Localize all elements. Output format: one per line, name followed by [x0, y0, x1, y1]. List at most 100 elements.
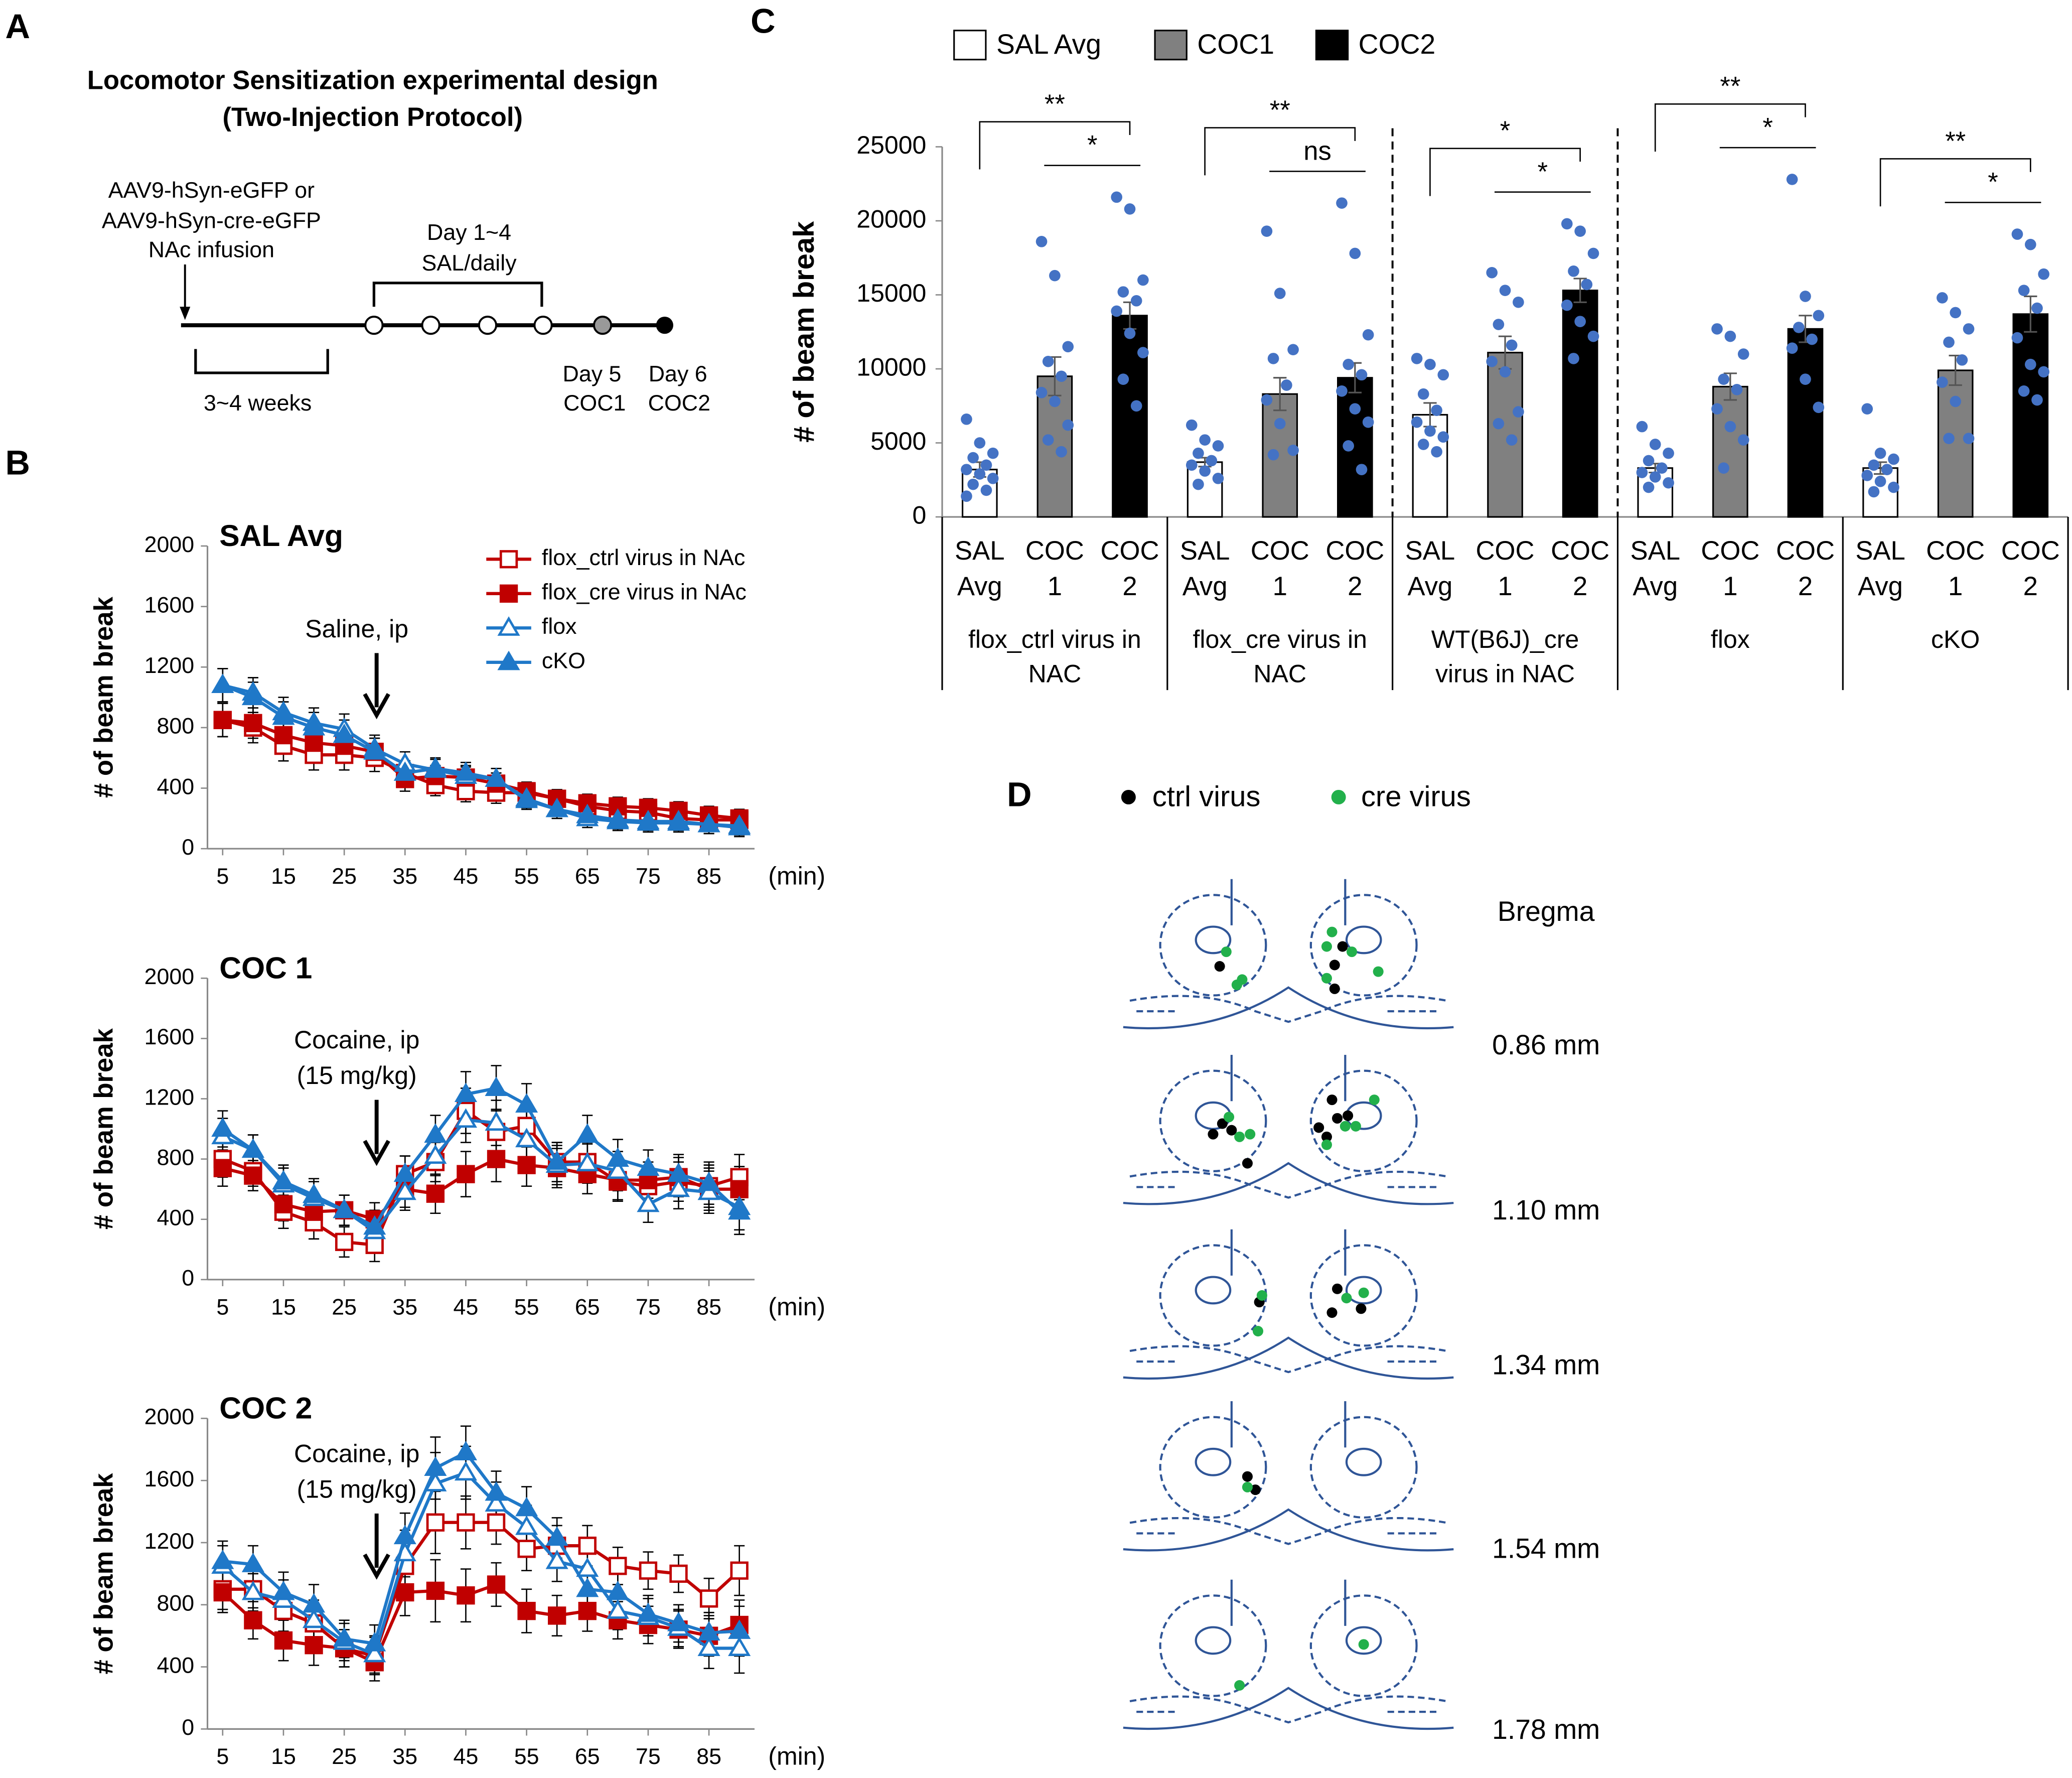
data-point	[2031, 302, 2043, 314]
marker	[637, 1602, 660, 1622]
marker	[424, 1456, 447, 1476]
bar-label: 1	[1723, 572, 1737, 601]
marker	[697, 812, 720, 833]
marker	[606, 1599, 629, 1619]
y-tick-label: 2000	[144, 532, 195, 557]
data-point	[1437, 431, 1449, 443]
bar-label: COC	[1701, 536, 1759, 566]
bracket	[372, 282, 543, 307]
bar	[2012, 313, 2049, 518]
y-tick-label: 25000	[856, 131, 926, 159]
bar-label: COC	[1476, 536, 1535, 566]
data-point	[1417, 439, 1429, 450]
data-point	[1049, 269, 1061, 282]
marker	[637, 809, 660, 830]
group-label: NAC	[1253, 659, 1306, 688]
marker	[578, 1601, 597, 1620]
marker	[485, 1111, 508, 1131]
design-title: (Two-Injection Protocol)	[222, 102, 523, 132]
marker	[454, 1441, 478, 1461]
data-point	[1274, 418, 1286, 430]
marker	[545, 1526, 568, 1546]
data-point	[967, 452, 979, 464]
y-axis-label: # of beam break	[89, 1028, 119, 1229]
marker	[515, 1128, 538, 1148]
marker	[487, 1575, 506, 1594]
data-point	[1874, 475, 1886, 487]
data-point	[1356, 369, 1368, 381]
data-point	[1800, 373, 1811, 385]
marker	[515, 1093, 538, 1113]
significance-label: *	[1500, 116, 1511, 146]
legend-label: cre virus	[1361, 780, 1471, 812]
data-point	[980, 484, 992, 496]
marker	[274, 1195, 293, 1213]
data-point	[1861, 470, 1873, 481]
data-point	[1937, 292, 1948, 304]
data-point	[1193, 447, 1204, 459]
marker	[213, 1583, 232, 1602]
significance-bracket	[1429, 148, 1581, 196]
marker	[333, 1198, 356, 1218]
marker	[302, 1593, 326, 1613]
data-point	[974, 437, 986, 449]
legend-label: COC1	[1197, 29, 1274, 60]
data-point	[1663, 477, 1674, 489]
marker	[609, 1557, 627, 1575]
data-point	[987, 473, 999, 484]
legend-label: flox_cre virus in NAc	[542, 580, 747, 605]
data-point	[2038, 268, 2049, 280]
marker	[393, 1180, 416, 1200]
data-point	[1568, 353, 1579, 364]
group-label: flox_cre virus in	[1193, 625, 1367, 653]
x-tick-label: 25	[332, 1744, 357, 1769]
x-tick-label: 75	[636, 1295, 661, 1320]
data-point	[1056, 446, 1067, 458]
data-point	[1062, 419, 1074, 431]
data-point	[980, 459, 992, 471]
bar	[1487, 352, 1523, 518]
bracket	[194, 349, 329, 374]
marker	[545, 1549, 568, 1569]
group-label: NAC	[1028, 659, 1082, 688]
day-label: Day 1~4	[427, 220, 511, 245]
data-point	[1212, 440, 1224, 452]
marker	[424, 757, 447, 776]
x-tick-label: 15	[271, 1295, 296, 1320]
x-tick-label: 85	[696, 864, 721, 889]
data-point	[961, 464, 972, 475]
data-point	[1806, 333, 1818, 345]
data-point	[1643, 481, 1655, 493]
data-point	[1411, 416, 1423, 428]
x-tick-label: 55	[514, 1744, 539, 1769]
marker	[305, 1202, 323, 1221]
marker	[363, 1643, 386, 1663]
data-point	[1956, 354, 1968, 366]
bregma-level: 0.86 mm	[1492, 1029, 1600, 1060]
marker	[365, 1236, 384, 1254]
x-tick-label: 5	[216, 1744, 229, 1769]
data-point	[2018, 385, 2030, 397]
legend-label: flox_ctrl virus in NAc	[542, 545, 745, 570]
data-point	[1813, 310, 1825, 322]
y-tick-label: 15000	[856, 279, 926, 307]
bar-label: COC	[2001, 536, 2060, 566]
data-point	[1881, 464, 1893, 475]
experimental-design: Locomotor Sensitization experimental des…	[87, 65, 710, 416]
marker	[606, 808, 629, 828]
saline-day	[421, 316, 440, 335]
data-point	[1281, 379, 1292, 391]
marker	[333, 723, 356, 743]
data-point	[1874, 447, 1886, 459]
marker	[667, 809, 690, 830]
data-point	[1888, 453, 1899, 465]
legend-marker	[499, 550, 518, 569]
legend-label: ctrl virus	[1152, 780, 1261, 812]
data-point	[1506, 339, 1518, 351]
data-point	[987, 447, 999, 459]
marker	[457, 1586, 475, 1605]
marker	[274, 726, 293, 745]
data-point	[1561, 218, 1573, 230]
data-point	[1493, 319, 1505, 330]
